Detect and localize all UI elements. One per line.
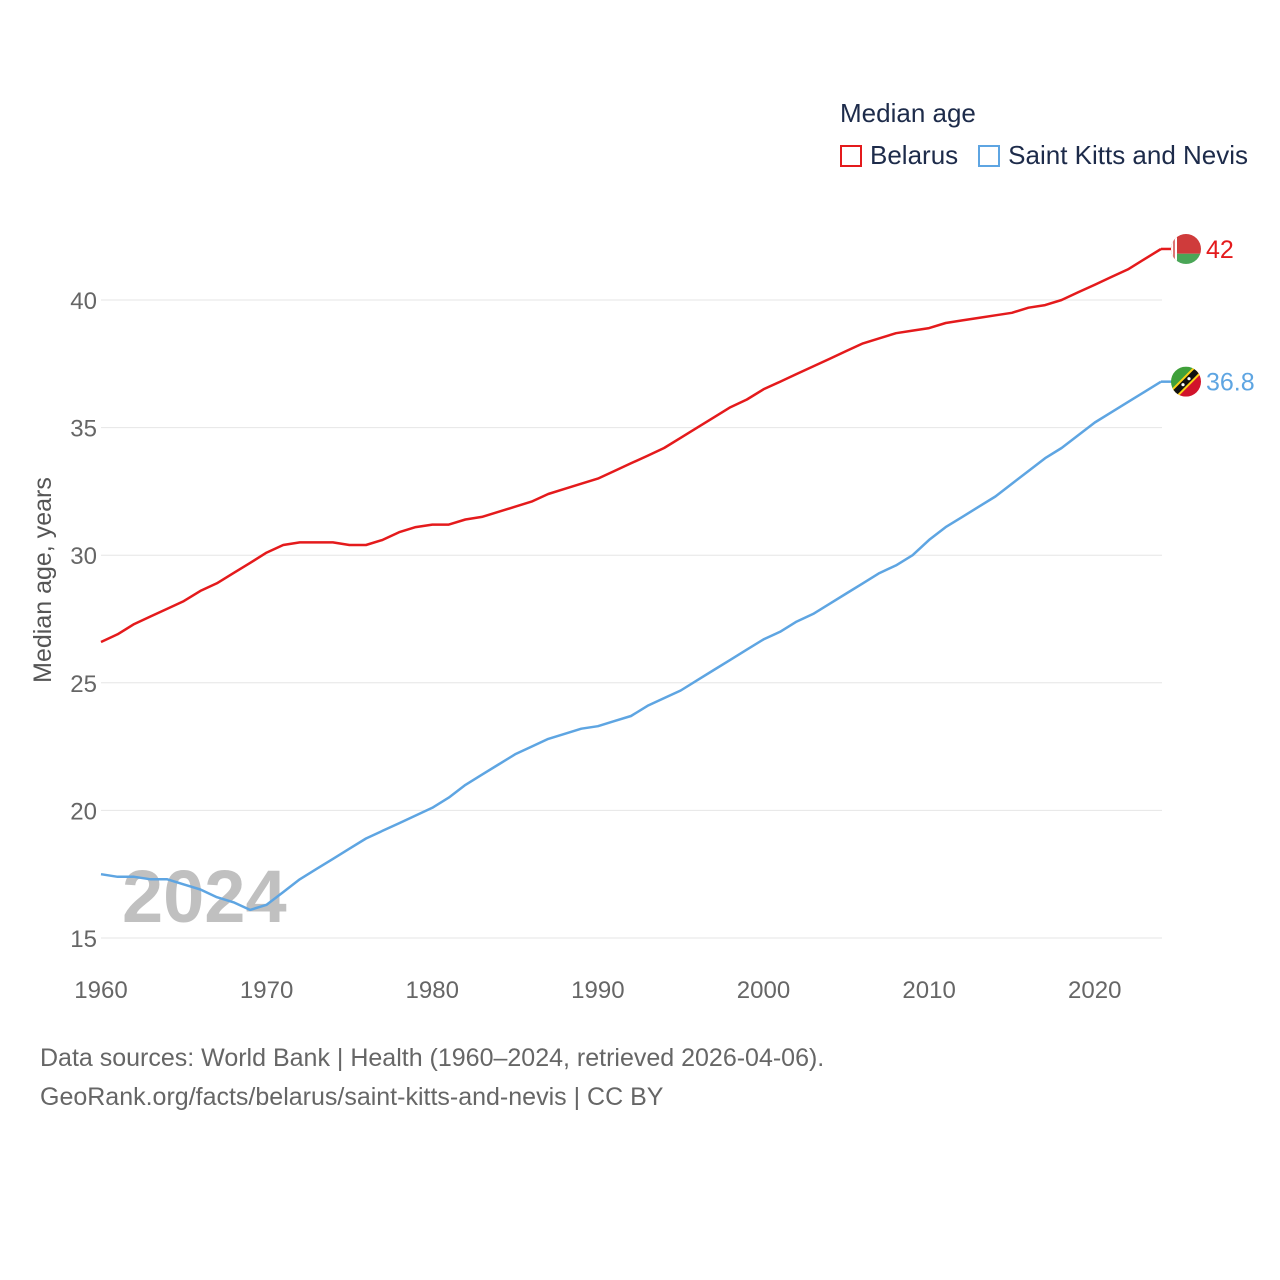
y-axis-label: Median age, years <box>29 477 57 683</box>
legend-swatch-belarus <box>840 144 862 167</box>
y-tick-15: 15 <box>70 926 97 953</box>
legend-item-belarus[interactable]: Belarus <box>840 140 958 171</box>
legend: Belarus Saint Kitts and Nevis <box>840 140 1268 171</box>
y-tick-25: 25 <box>70 671 97 698</box>
x-tick-1960: 1960 <box>74 977 127 1004</box>
footer-credit[interactable]: GeoRank.org/facts/belarus/saint-kitts-an… <box>40 1083 664 1111</box>
x-tick-1970: 1970 <box>240 977 293 1004</box>
flag-icon-belarus <box>1171 233 1201 264</box>
legend-label-saint-kitts-and-nevis: Saint Kitts and Nevis <box>1008 140 1249 170</box>
series-lines <box>100 247 1162 912</box>
x-tick-1990: 1990 <box>571 977 624 1004</box>
legend-swatch-saint-kitts-and-nevis <box>978 144 1001 167</box>
x-tick-2000: 2000 <box>737 977 790 1004</box>
legend-label-belarus: Belarus <box>870 140 959 170</box>
x-tick-2010: 2010 <box>902 977 955 1004</box>
series-line-saint-kitts-and-nevis <box>100 380 1162 912</box>
x-tick-1980: 1980 <box>406 977 459 1004</box>
grid-lines <box>101 299 1162 939</box>
year-watermark: 2024 <box>122 855 287 938</box>
y-tick-labels: 15 20 25 30 35 40 <box>70 288 97 953</box>
y-tick-30: 30 <box>70 543 97 570</box>
footer-sources: Data sources: World Bank | Health (1960–… <box>40 1044 825 1072</box>
x-tick-labels: 1960 1970 1980 1990 2000 2010 2020 <box>74 977 1121 1004</box>
legend-title: Median age <box>840 98 976 128</box>
x-tick-2020: 2020 <box>1068 977 1121 1004</box>
series-line-belarus <box>100 247 1162 644</box>
y-tick-35: 35 <box>70 416 97 443</box>
flag-icon-saint-kitts-and-nevis <box>1171 366 1201 397</box>
y-tick-40: 40 <box>70 288 97 315</box>
y-tick-20: 20 <box>70 798 97 825</box>
series-end-label-belarus: 42 <box>1206 236 1234 264</box>
series-end-markers: 42 36.8 <box>1161 233 1255 397</box>
legend-item-saint-kitts-and-nevis[interactable]: Saint Kitts and Nevis <box>978 140 1248 171</box>
series-end-label-saint-kitts-and-nevis: 36.8 <box>1206 369 1255 397</box>
